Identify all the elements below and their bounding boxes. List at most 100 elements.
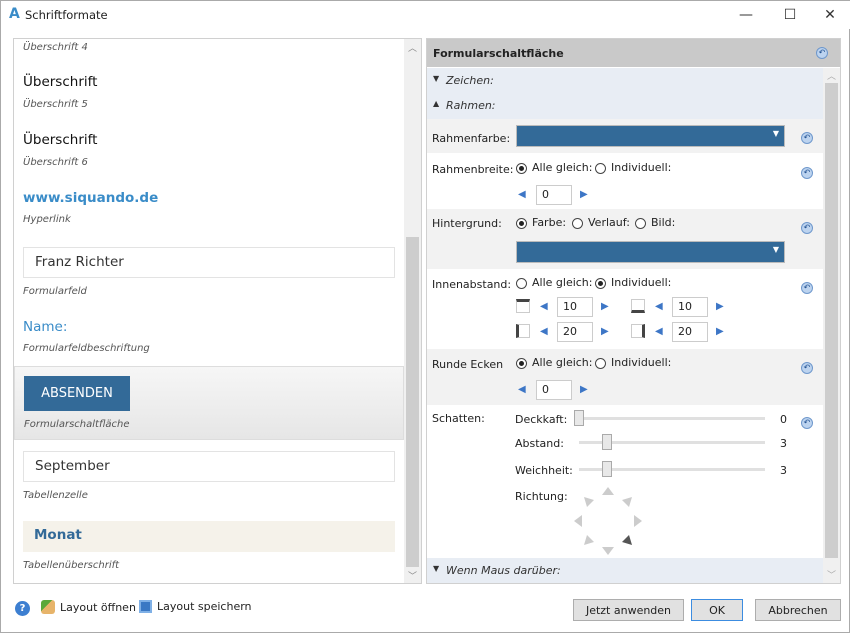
radio-verlauf[interactable]: Verlauf: [572, 216, 630, 229]
right-scrollbar[interactable]: ︿ ﹀ [823, 68, 840, 583]
direction-right [634, 515, 642, 527]
decrement-icon[interactable]: ◀ [540, 301, 548, 312]
row-rahmenbreite: Rahmenbreite: Alle gleich: Individuell: … [427, 153, 823, 209]
field-label: Rahmenbreite: [432, 163, 514, 176]
softness-value: 3 [780, 464, 787, 477]
item-label: Formularschaltfläche [24, 419, 130, 430]
style-preview[interactable]: Überschrift [23, 132, 98, 148]
minimize-button[interactable]: — [739, 7, 753, 23]
field-label: Innenabstand: [432, 278, 512, 291]
padding-left-input[interactable]: 20 [557, 322, 593, 342]
scroll-up-icon[interactable]: ︿ [827, 72, 837, 82]
radio-individuell[interactable]: Individuell: [595, 161, 671, 174]
increment-icon[interactable]: ▶ [601, 301, 609, 312]
scroll-down-icon[interactable]: ﹀ [408, 572, 418, 582]
reset-icon[interactable]: ↶ [801, 282, 813, 294]
distance-value: 3 [780, 437, 787, 450]
direction-bottom-right [622, 535, 632, 545]
padding-right-icon [631, 324, 645, 338]
softness-slider[interactable] [579, 468, 765, 471]
increment-icon[interactable]: ▶ [580, 189, 588, 200]
item-label: Tabellenzelle [23, 490, 88, 501]
padding-bottom-input[interactable]: 10 [672, 297, 708, 317]
open-folder-icon [41, 600, 55, 614]
style-list[interactable]: Überschrift 4 Überschrift Überschrift 5 … [13, 38, 422, 584]
row-hintergrund: Hintergrund: Farbe: Verlauf: Bild: ▼ ↶ [427, 209, 823, 269]
section-zeichen[interactable]: ▼ Zeichen: [427, 68, 823, 93]
corner-radius-input[interactable]: 0 [536, 380, 572, 400]
scroll-up-icon[interactable]: ︿ [408, 44, 418, 54]
padding-right-input[interactable]: 20 [672, 322, 708, 342]
item-label: Formularfeldbeschriftung [23, 343, 150, 354]
increment-icon[interactable]: ▶ [601, 326, 609, 337]
save-layout-label: Layout speichern [157, 600, 252, 613]
reset-icon[interactable]: ↶ [801, 222, 813, 234]
decrement-icon[interactable]: ◀ [540, 326, 548, 337]
radio-individuell[interactable]: Individuell: [595, 276, 671, 289]
softness-slider-thumb[interactable] [601, 461, 612, 477]
radio-individuell[interactable]: Individuell: [595, 356, 671, 369]
reset-icon[interactable]: ↶ [801, 167, 813, 179]
radio-alle-gleich[interactable]: Alle gleich: [516, 356, 593, 369]
background-color-dropdown[interactable]: ▼ [516, 241, 785, 263]
form-label-preview[interactable]: Name: [23, 319, 68, 335]
reset-icon[interactable]: ↶ [801, 362, 813, 374]
padding-top-input[interactable]: 10 [557, 297, 593, 317]
radio-alle-gleich[interactable]: Alle gleich: [516, 161, 593, 174]
radio-farbe[interactable]: Farbe: [516, 216, 566, 229]
scroll-thumb[interactable] [406, 237, 419, 567]
save-layout-button[interactable]: Layout speichern [139, 600, 252, 613]
open-layout-button[interactable]: Layout öffnen [41, 600, 136, 614]
close-button[interactable]: ✕ [824, 7, 836, 23]
radio-alle-gleich[interactable]: Alle gleich: [516, 276, 593, 289]
distance-slider[interactable] [579, 441, 765, 444]
decrement-icon[interactable]: ◀ [655, 301, 663, 312]
cancel-button[interactable]: Abbrechen [755, 599, 841, 621]
distance-slider-thumb[interactable] [601, 434, 612, 450]
increment-icon[interactable]: ▶ [716, 301, 724, 312]
form-button-preview[interactable]: ABSENDEN [24, 376, 130, 411]
apply-now-button[interactable]: Jetzt anwenden [573, 599, 684, 621]
panel-header: Formularschaltfläche ↶ [427, 39, 840, 67]
app-logo: A [9, 6, 20, 22]
help-icon[interactable]: ? [15, 601, 30, 616]
padding-left-icon [516, 324, 530, 338]
increment-icon[interactable]: ▶ [716, 326, 724, 337]
panel-title: Formularschaltfläche [433, 47, 564, 60]
table-header-preview[interactable]: Monat [23, 521, 395, 552]
decrement-icon[interactable]: ◀ [518, 189, 526, 200]
field-label: Schatten: [432, 412, 485, 425]
style-preview[interactable]: Überschrift [23, 74, 98, 90]
opacity-slider[interactable] [579, 417, 765, 420]
reset-icon[interactable]: ↶ [816, 47, 828, 59]
selected-item[interactable]: ABSENDEN Formularschaltfläche [14, 366, 404, 440]
reset-icon[interactable]: ↶ [801, 132, 813, 144]
ok-button[interactable]: OK [691, 599, 743, 621]
border-color-dropdown[interactable]: ▼ [516, 125, 785, 147]
field-label: Hintergrund: [432, 217, 502, 230]
hyperlink-preview[interactable]: www.siquando.de [23, 190, 159, 206]
direction-top-left [584, 497, 594, 507]
border-width-input[interactable]: 0 [536, 185, 572, 205]
section-label: Wenn Maus darüber: [446, 564, 561, 577]
left-scrollbar[interactable]: ︿ ﹀ [404, 39, 421, 583]
decrement-icon[interactable]: ◀ [518, 384, 526, 395]
opacity-slider-thumb[interactable] [574, 410, 584, 426]
scroll-down-icon[interactable]: ﹀ [827, 571, 837, 581]
decrement-icon[interactable]: ◀ [655, 326, 663, 337]
increment-icon[interactable]: ▶ [580, 384, 588, 395]
form-field-preview[interactable]: Franz Richter [23, 247, 395, 278]
maximize-button[interactable]: ☐ [783, 7, 797, 23]
scroll-thumb[interactable] [825, 83, 838, 558]
field-label: Runde Ecken [432, 358, 504, 371]
item-label: Überschrift 4 [23, 42, 88, 53]
table-cell-preview[interactable]: September [23, 451, 395, 482]
reset-icon[interactable]: ↶ [801, 417, 813, 429]
padding-top-icon [516, 299, 530, 313]
direction-picker[interactable] [574, 487, 642, 555]
radio-bild[interactable]: Bild: [635, 216, 675, 229]
expand-icon: ▼ [433, 74, 440, 83]
row-runde-ecken: Runde Ecken Alle gleich: Individuell: ◀ … [427, 349, 823, 405]
section-hover[interactable]: ▼ Wenn Maus darüber: [427, 558, 823, 583]
section-rahmen[interactable]: ▲ Rahmen: [427, 93, 823, 119]
